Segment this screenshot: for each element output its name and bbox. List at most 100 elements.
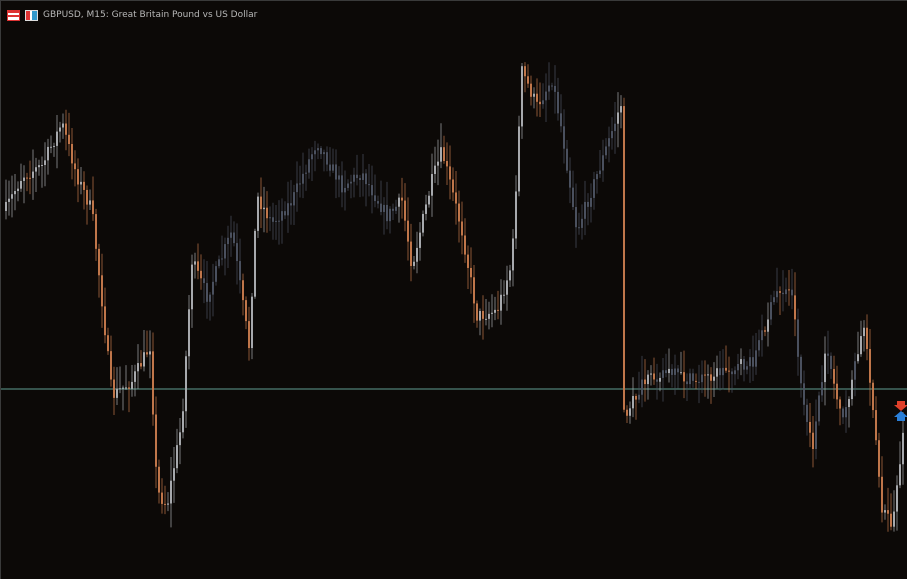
bear-candle	[329, 164, 331, 171]
bull-candle	[896, 485, 898, 512]
bull-candle	[212, 281, 214, 295]
bull-candle	[707, 374, 709, 376]
bear-candle	[26, 177, 28, 179]
bull-candle	[5, 201, 7, 211]
bear-candle	[692, 373, 694, 381]
bear-candle	[797, 319, 799, 357]
bull-candle	[638, 394, 640, 400]
bull-candle	[209, 294, 211, 302]
bear-candle	[869, 349, 871, 383]
bull-candle	[188, 309, 190, 357]
bull-candle	[767, 319, 769, 332]
buy-arrow-icon[interactable]	[894, 411, 907, 421]
bear-candle	[245, 300, 247, 322]
bear-candle	[371, 185, 373, 196]
bull-candle	[503, 294, 505, 296]
sell-arrow-icon[interactable]	[894, 401, 907, 411]
bull-candle	[311, 154, 313, 160]
bull-candle	[350, 181, 352, 184]
bear-candle	[341, 175, 343, 193]
bull-candle	[14, 191, 16, 195]
bear-candle	[233, 232, 235, 244]
bull-candle	[437, 161, 439, 166]
bull-candle	[893, 511, 895, 527]
bear-candle	[563, 126, 565, 149]
bull-candle	[59, 127, 61, 132]
bull-candle	[650, 373, 652, 375]
bull-candle	[614, 123, 616, 132]
bull-candle	[581, 218, 583, 228]
bear-candle	[458, 203, 460, 222]
bear-candle	[731, 371, 733, 375]
bull-candle	[851, 379, 853, 400]
bear-candle	[683, 372, 685, 382]
bull-candle	[680, 372, 682, 374]
bull-candle	[182, 411, 184, 433]
bear-candle	[794, 295, 796, 320]
bull-candle	[317, 148, 319, 151]
bull-candle	[332, 164, 334, 171]
bear-candle	[71, 143, 73, 164]
bull-candle	[533, 93, 535, 97]
chart-properties-icon[interactable]	[25, 9, 38, 21]
bull-candle	[416, 247, 418, 262]
bear-candle	[359, 178, 361, 180]
bear-candle	[578, 227, 580, 229]
bear-candle	[410, 241, 412, 266]
bear-candle	[365, 173, 367, 185]
bear-candle	[140, 363, 142, 367]
bear-candle	[206, 283, 208, 302]
bear-candle	[779, 291, 781, 293]
bear-candle	[158, 466, 160, 493]
bull-candle	[734, 370, 736, 375]
bear-candle	[443, 147, 445, 161]
bear-candle	[836, 383, 838, 400]
bear-candle	[74, 163, 76, 170]
bear-candle	[461, 221, 463, 236]
bear-candle	[452, 179, 454, 193]
bull-candle	[215, 266, 217, 282]
bull-candle	[770, 302, 772, 320]
bull-candle	[173, 468, 175, 481]
bear-candle	[833, 369, 835, 384]
bull-candle	[824, 353, 826, 383]
bear-candle	[710, 374, 712, 381]
bull-candle	[509, 270, 511, 281]
bear-candle	[704, 374, 706, 376]
bear-candle	[203, 278, 205, 284]
bull-candle	[305, 172, 307, 174]
bear-candle	[320, 148, 322, 155]
bear-candle	[104, 306, 106, 336]
bull-candle	[500, 294, 502, 311]
bull-candle	[545, 91, 547, 101]
bull-candle	[263, 207, 265, 210]
bear-candle	[455, 192, 457, 204]
bull-candle	[761, 330, 763, 341]
bull-candle	[593, 179, 595, 198]
bull-candle	[689, 373, 691, 385]
bull-candle	[44, 160, 46, 165]
bear-candle	[68, 134, 70, 144]
bear-candle	[29, 177, 31, 179]
bear-candle	[803, 383, 805, 405]
bear-candle	[392, 208, 394, 211]
bull-candle	[491, 312, 493, 314]
bear-candle	[842, 408, 844, 418]
bear-candle	[728, 370, 730, 372]
bull-candle	[89, 200, 91, 205]
bull-candle	[440, 147, 442, 162]
bear-candle	[557, 91, 559, 114]
bear-candle	[569, 170, 571, 188]
bull-candle	[119, 388, 121, 390]
bear-candle	[200, 270, 202, 279]
bear-candle	[878, 440, 880, 477]
bull-candle	[515, 191, 517, 239]
market-watch-icon[interactable]	[7, 9, 20, 21]
bull-candle	[176, 445, 178, 469]
bear-candle	[482, 310, 484, 319]
bear-candle	[575, 207, 577, 228]
bull-candle	[20, 180, 22, 189]
bear-candle	[95, 214, 97, 249]
